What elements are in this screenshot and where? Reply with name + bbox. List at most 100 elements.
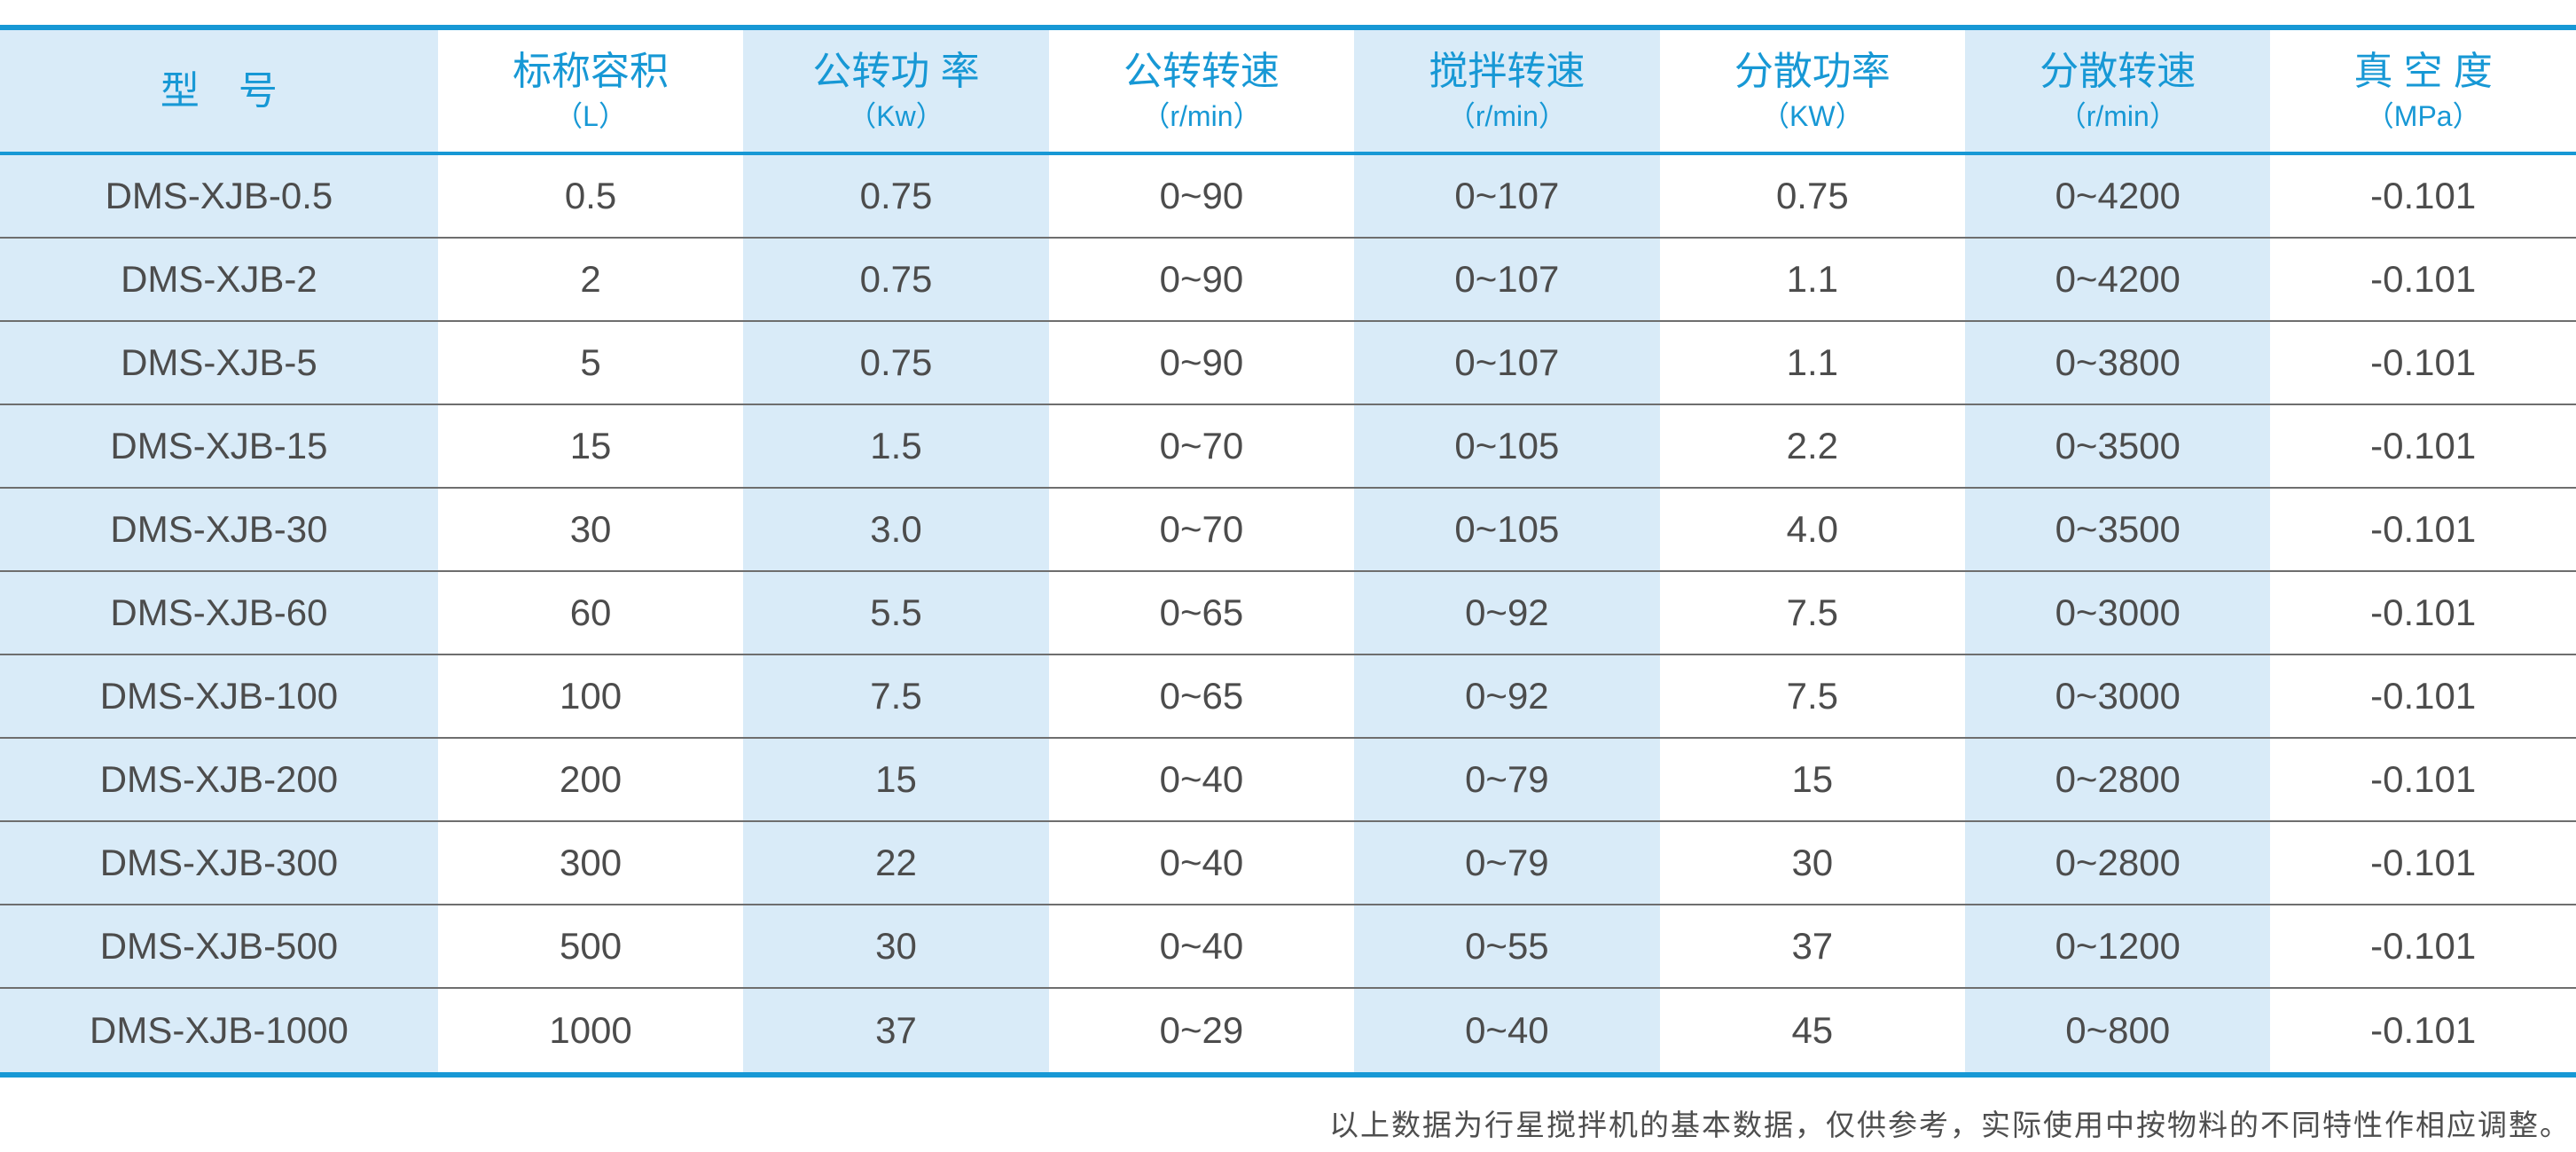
cell-revolution-power: 22 [743,822,1049,904]
cell-dispersing-power: 0.75 [1775,175,1849,216]
cell-dispersing-power: 1.1 [1786,341,1838,383]
table-body: DMS-XJB-0.5 0.5 0.75 0~90 0~107 0.75 0~4200 -0.… [0,155,2576,1072]
cell-dispersing-power: 30 [1791,842,1834,883]
cell-revolution-speed: 0~40 [1159,758,1244,800]
cell-stirring-speed: 0~92 [1354,655,1660,737]
cell-vacuum-degree: -0.101 [2370,425,2477,466]
cell-model: DMS-XJB-500 [0,905,438,987]
header-label-vacuum-degree: 真 空 度 [2353,49,2493,93]
cell-model: DMS-XJB-15 [0,405,438,487]
header-cell-dispersing-speed: 分散转速 （r/min） [1965,30,2271,152]
header-unit-revolution-speed: （r/min） [1141,99,1262,132]
cell-revolution-power: 0.75 [743,322,1049,404]
cell-stirring-speed: 0~92 [1354,572,1660,654]
cell-dispersing-power: 7.5 [1786,675,1838,717]
table-row: DMS-XJB-30 30 3.0 0~70 0~105 4.0 0~3500 -0.101 [0,489,2576,572]
cell-dispersing-speed: 0~2800 [1965,822,2271,904]
header-cell-nominal-volume: 标称容积 （L） [438,30,743,152]
header-cell-stirring-speed: 搅拌转速 （r/min） [1354,30,1660,152]
cell-vacuum-degree: -0.101 [2370,258,2477,300]
cell-model: DMS-XJB-0.5 [0,155,438,237]
cell-dispersing-power: 2.2 [1786,425,1838,466]
cell-revolution-power: 30 [743,905,1049,987]
cell-stirring-speed: 0~40 [1354,989,1660,1072]
cell-vacuum-degree: -0.101 [2370,842,2477,883]
spec-table: 型 号 标称容积 （L） 公转功 率 （Kw） 公转转速 （r/min） 搅拌转速 （r/min… [0,25,2576,1078]
header-label-stirring-speed: 搅拌转速 [1429,49,1586,93]
cell-dispersing-power: 4.0 [1786,508,1838,550]
cell-revolution-speed: 0~65 [1159,592,1244,633]
cell-revolution-speed: 0~65 [1159,675,1244,717]
cell-nominal-volume: 1000 [549,1009,632,1051]
header-cell-model: 型 号 [0,30,438,152]
header-label-nominal-volume: 标称容积 [513,49,669,93]
cell-dispersing-speed: 0~2800 [1965,739,2271,820]
cell-vacuum-degree: -0.101 [2370,341,2477,383]
cell-dispersing-speed: 0~4200 [1965,239,2271,320]
header-cell-revolution-speed: 公转转速 （r/min） [1049,30,1354,152]
cell-nominal-volume: 2 [580,258,601,300]
cell-dispersing-speed: 0~800 [1965,989,2271,1072]
cell-revolution-power: 7.5 [743,655,1049,737]
table-row: DMS-XJB-60 60 5.5 0~65 0~92 7.5 0~3000 -0.101 [0,572,2576,655]
cell-model: DMS-XJB-200 [0,739,438,820]
header-unit-nominal-volume: （L） [554,99,627,132]
cell-vacuum-degree: -0.101 [2370,925,2477,967]
table-top-border [0,25,2576,30]
header-cell-revolution-power: 公转功 率 （Kw） [743,30,1049,152]
table-row: DMS-XJB-200 200 15 0~40 0~79 15 0~2800 -0.101 [0,739,2576,822]
table-row: DMS-XJB-100 100 7.5 0~65 0~92 7.5 0~3000 -0.101 [0,655,2576,739]
table-row: DMS-XJB-500 500 30 0~40 0~55 37 0~1200 -0.101 [0,905,2576,989]
cell-dispersing-power: 1.1 [1786,258,1838,300]
header-unit-dispersing-speed: （r/min） [2057,99,2178,132]
cell-model: DMS-XJB-2 [0,239,438,320]
cell-model: DMS-XJB-30 [0,489,438,570]
cell-dispersing-speed: 0~3800 [1965,322,2271,404]
cell-nominal-volume: 200 [560,758,622,800]
cell-revolution-speed: 0~40 [1159,842,1244,883]
header-unit-vacuum-degree: （MPa） [2365,99,2481,132]
cell-stirring-speed: 0~55 [1354,905,1660,987]
cell-nominal-volume: 60 [569,592,612,633]
cell-revolution-speed: 0~90 [1159,175,1244,216]
cell-stirring-speed: 0~105 [1354,405,1660,487]
header-label-dispersing-power: 分散功率 [1734,49,1891,93]
cell-dispersing-speed: 0~3500 [1965,405,2271,487]
cell-revolution-speed: 0~90 [1159,341,1244,383]
cell-stirring-speed: 0~79 [1354,822,1660,904]
cell-revolution-power: 0.75 [743,239,1049,320]
cell-revolution-power: 37 [743,989,1049,1072]
table-row: DMS-XJB-15 15 1.5 0~70 0~105 2.2 0~3500 -0.101 [0,405,2576,489]
cell-revolution-power: 1.5 [743,405,1049,487]
cell-revolution-speed: 0~70 [1159,425,1244,466]
cell-vacuum-degree: -0.101 [2370,175,2477,216]
cell-revolution-speed: 0~70 [1159,508,1244,550]
table-header-row: 型 号 标称容积 （L） 公转功 率 （Kw） 公转转速 （r/min） 搅拌转速 （r/min… [0,30,2576,152]
table-header-separator [0,152,2576,155]
header-unit-dispersing-power: （KW） [1761,99,1864,132]
header-cell-dispersing-power: 分散功率 （KW） [1660,30,1965,152]
table-row: DMS-XJB-2 2 0.75 0~90 0~107 1.1 0~4200 -0.101 [0,239,2576,322]
cell-vacuum-degree: -0.101 [2370,675,2477,717]
cell-dispersing-power: 15 [1791,758,1834,800]
cell-dispersing-power: 37 [1791,925,1834,967]
cell-dispersing-speed: 0~3500 [1965,489,2271,570]
header-label-revolution-speed: 公转转速 [1123,49,1280,93]
header-label-revolution-power: 公转功 率 [812,49,980,93]
table-bottom-border [0,1072,2576,1078]
cell-stirring-speed: 0~107 [1354,322,1660,404]
cell-revolution-power: 3.0 [743,489,1049,570]
cell-nominal-volume: 500 [560,925,622,967]
cell-revolution-power: 5.5 [743,572,1049,654]
header-unit-revolution-power: （Kw） [848,99,944,132]
cell-model: DMS-XJB-5 [0,322,438,404]
cell-model: DMS-XJB-300 [0,822,438,904]
cell-dispersing-speed: 0~3000 [1965,572,2271,654]
cell-dispersing-power: 45 [1791,1009,1834,1051]
table-row: DMS-XJB-1000 1000 37 0~29 0~40 45 0~800 -0.101 [0,989,2576,1072]
cell-stirring-speed: 0~107 [1354,239,1660,320]
cell-model: DMS-XJB-60 [0,572,438,654]
cell-nominal-volume: 15 [569,425,612,466]
cell-nominal-volume: 300 [560,842,622,883]
